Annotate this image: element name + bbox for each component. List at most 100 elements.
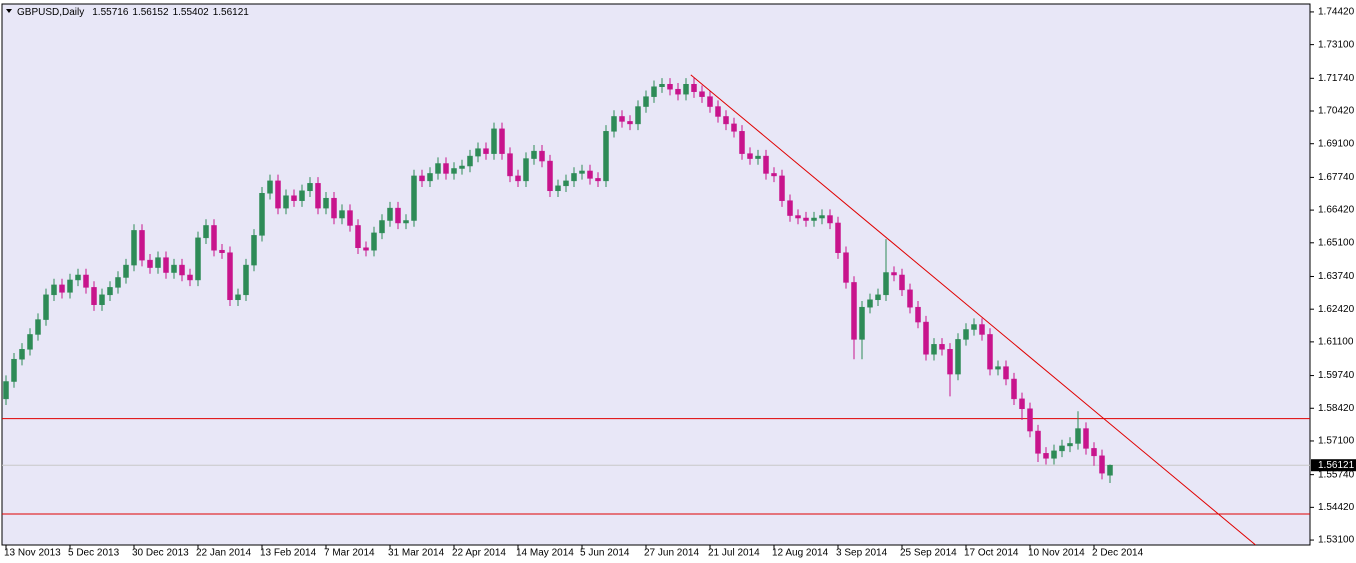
candle-body — [747, 153, 753, 159]
y-tick-label: 1.73100 — [1318, 39, 1355, 50]
candle-body — [219, 249, 225, 253]
y-tick-label: 1.71740 — [1318, 73, 1355, 84]
candle-body — [259, 193, 265, 236]
candle-body — [395, 207, 401, 224]
candle-body — [139, 230, 145, 261]
candle-body — [227, 252, 233, 301]
candle-body — [387, 207, 393, 221]
candle-body — [355, 225, 361, 248]
candle-body — [547, 160, 553, 192]
candle-body — [75, 274, 81, 281]
candle-body — [891, 272, 897, 276]
candle-body — [539, 150, 545, 162]
x-tick-label: 10 Nov 2014 — [1028, 548, 1085, 559]
candle-body — [243, 264, 249, 296]
y-tick-label: 1.57100 — [1318, 436, 1355, 447]
candle-body — [787, 200, 793, 216]
candle-body — [1099, 455, 1105, 474]
candle-body — [347, 210, 353, 226]
candle-body — [907, 289, 913, 308]
candle-body — [323, 197, 329, 209]
candle-body — [307, 183, 313, 192]
candle-body — [939, 344, 945, 350]
candle-body — [403, 220, 409, 224]
candle-body — [675, 88, 681, 95]
menu-arrow — [6, 9, 12, 13]
y-tick-label: 1.54420 — [1318, 502, 1355, 513]
x-tick-label: 14 May 2014 — [516, 548, 574, 559]
ohlc-value: 1.55402 — [173, 7, 210, 18]
candle-body — [851, 282, 857, 340]
candle-body — [3, 381, 9, 400]
candle-body — [611, 116, 617, 132]
candle-body — [1043, 453, 1049, 459]
candle-body — [931, 344, 937, 355]
candle-body — [971, 324, 977, 330]
candle-body — [755, 155, 761, 159]
candle-body — [779, 175, 785, 201]
candle-body — [515, 175, 521, 182]
candle-body — [523, 158, 529, 182]
x-tick-label: 17 Oct 2014 — [964, 548, 1019, 559]
candle-body — [627, 121, 633, 125]
candle-body — [163, 257, 169, 273]
candle-body — [811, 217, 817, 221]
x-tick-label: 13 Feb 2014 — [260, 548, 317, 559]
candle-body — [587, 170, 593, 179]
y-tick-label: 1.55740 — [1318, 469, 1355, 480]
x-tick-label: 2 Dec 2014 — [1092, 548, 1144, 559]
candle-body — [731, 123, 737, 132]
x-tick-label: 5 Dec 2013 — [68, 548, 120, 559]
candle-body — [987, 334, 993, 370]
candle-body — [883, 272, 889, 296]
x-tick-label: 5 Jun 2014 — [580, 548, 630, 559]
candle-body — [795, 215, 801, 219]
candle-body — [19, 349, 25, 360]
candle-body — [1083, 428, 1089, 449]
price-label: 1.56121 — [1318, 460, 1355, 471]
candle-body — [267, 180, 273, 194]
ohlc-value: 1.56152 — [132, 7, 169, 18]
y-tick-label: 1.59740 — [1318, 370, 1355, 381]
x-tick-label: 25 Sep 2014 — [900, 548, 957, 559]
candle-body — [643, 96, 649, 107]
candle-body — [995, 366, 1001, 370]
candle-body — [1059, 445, 1065, 452]
candle-body — [411, 175, 417, 221]
candle-body — [475, 148, 481, 157]
candle-body — [275, 180, 281, 209]
candle-body — [867, 299, 873, 308]
candle-body — [947, 349, 953, 375]
candle-body — [91, 287, 97, 305]
candle-body — [179, 264, 185, 276]
candle-body — [195, 237, 201, 281]
candle-body — [483, 148, 489, 154]
candle-body — [123, 264, 129, 278]
candle-body — [59, 284, 65, 293]
candle-body — [147, 259, 153, 268]
candle-body — [451, 168, 457, 174]
candle-body — [379, 220, 385, 234]
candle-body — [211, 225, 217, 251]
candle-body — [1035, 430, 1041, 454]
y-tick-label: 1.63740 — [1318, 271, 1355, 282]
candle-body — [43, 294, 49, 320]
candle-body — [1003, 366, 1009, 380]
candle-body — [35, 319, 41, 335]
candle-body — [691, 84, 697, 92]
candle-body — [843, 252, 849, 283]
candle-body — [107, 287, 113, 296]
candle-body — [291, 195, 297, 201]
x-tick-label: 7 Mar 2014 — [324, 548, 375, 559]
candle-body — [1019, 398, 1025, 410]
y-tick-label: 1.66420 — [1318, 205, 1355, 216]
candle-body — [187, 274, 193, 281]
ohlc-value: 1.55716 — [92, 7, 129, 18]
candle-body — [83, 274, 89, 288]
candle-body — [803, 217, 809, 221]
candle-body — [371, 232, 377, 251]
candle-body — [419, 175, 425, 182]
candle-body — [619, 116, 625, 122]
candle-body — [667, 84, 673, 90]
candle-body — [1107, 464, 1113, 476]
